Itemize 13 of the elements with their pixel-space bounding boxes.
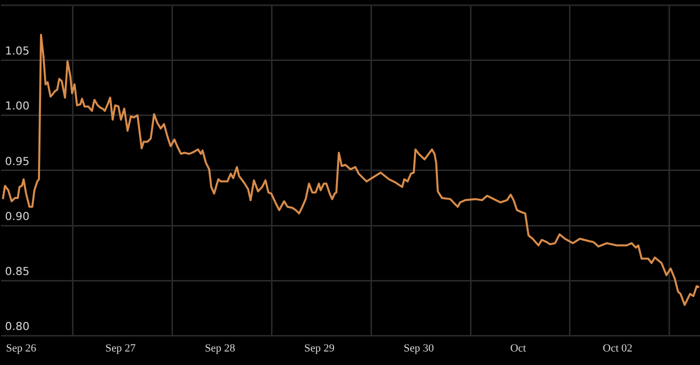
y-tick-label: 1.00	[5, 100, 30, 113]
x-tick-label: Oct 02	[602, 342, 632, 354]
y-tick-label: 0.90	[5, 210, 30, 223]
y-tick-label: 0.95	[5, 154, 30, 168]
x-tick-label: Sep 30	[404, 342, 434, 354]
x-tick-label: Sep 26	[6, 342, 37, 354]
x-tick-label: Sep 29	[304, 342, 335, 354]
x-tick-label: Oct	[510, 342, 526, 354]
y-tick-label: 0.85	[5, 265, 30, 278]
x-tick-label: Sep 27	[105, 342, 136, 354]
y-tick-label: 0.80	[5, 320, 30, 334]
y-tick-label: 1.05	[5, 44, 30, 58]
x-tick-label: Sep 28	[204, 342, 236, 354]
